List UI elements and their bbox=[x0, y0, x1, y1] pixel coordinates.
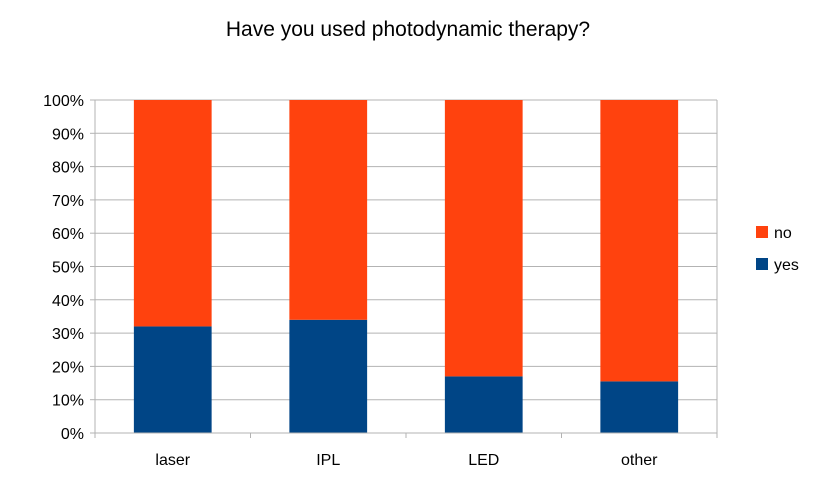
bars bbox=[133, 100, 679, 433]
bar-no-laser bbox=[133, 100, 212, 327]
bar-yes-other bbox=[600, 381, 679, 433]
y-tick-label: 100% bbox=[43, 93, 84, 110]
y-tick-label: 0% bbox=[61, 426, 84, 443]
legend-swatch-yes bbox=[756, 258, 768, 270]
x-tick-label: IPL bbox=[316, 452, 340, 469]
y-tick-label: 80% bbox=[52, 160, 84, 177]
legend-label-no: no bbox=[774, 225, 792, 242]
y-tick-label: 60% bbox=[52, 226, 84, 243]
y-tick-label: 40% bbox=[52, 293, 84, 310]
legend-label-yes: yes bbox=[774, 257, 799, 274]
y-tick-label: 50% bbox=[52, 260, 84, 277]
chart-title: Have you used photodynamic therapy? bbox=[225, 18, 591, 41]
bar-yes-IPL bbox=[289, 319, 368, 433]
bar-yes-laser bbox=[133, 326, 212, 433]
bar-no-LED bbox=[444, 100, 523, 377]
x-tick-label: LED bbox=[468, 452, 499, 469]
legend-swatch-no bbox=[756, 226, 768, 238]
y-tick-label: 30% bbox=[52, 326, 84, 343]
bar-no-other bbox=[600, 100, 679, 382]
axes: 0% 10% 20% 30% 40% 50% 60% 70% 80% 90% 100% laser IP… bbox=[43, 93, 718, 469]
legend: no yes bbox=[756, 225, 799, 274]
x-tick-label: laser bbox=[155, 452, 190, 469]
x-tick-label: other bbox=[621, 452, 658, 469]
y-tick-label: 20% bbox=[52, 359, 84, 376]
y-tick-label: 10% bbox=[52, 393, 84, 410]
bar-no-IPL bbox=[289, 100, 368, 320]
y-tick-label: 90% bbox=[52, 126, 84, 143]
bar-yes-LED bbox=[444, 376, 523, 433]
y-tick-label: 70% bbox=[52, 193, 84, 210]
